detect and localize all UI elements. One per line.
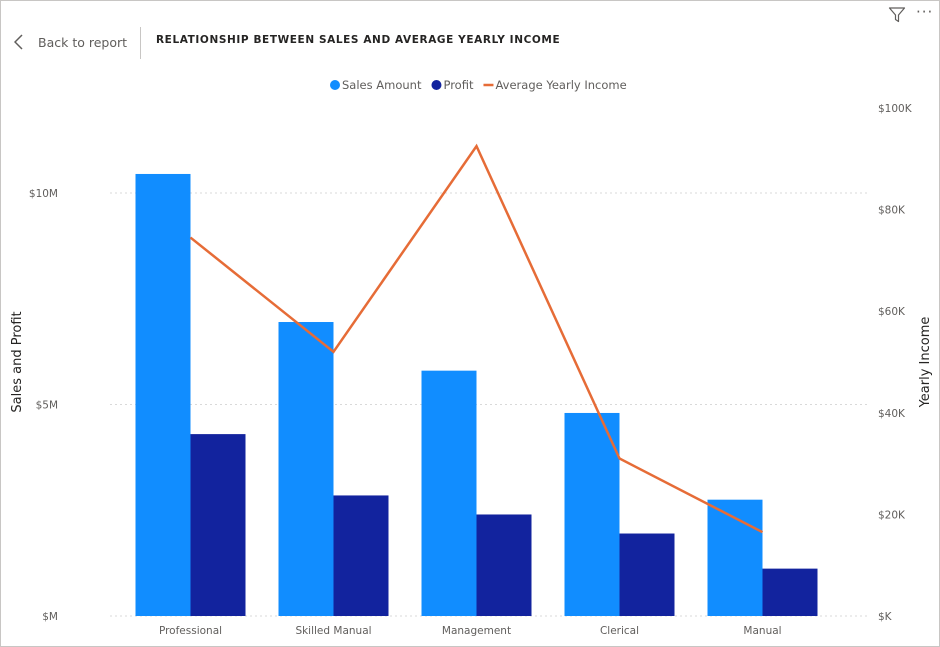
bar-profit-skilled-manual [333,495,389,616]
y2-tick-label: $100K [878,103,913,115]
x-tick-label: Management [442,625,511,637]
line-average-yearly-income [189,143,764,534]
more-options-icon[interactable]: ··· [916,3,934,21]
y-axis-title: Sales and Profit [10,311,25,412]
legend-marker-sales-amount [330,80,340,90]
y-tick-label: $5M [36,400,58,412]
chart-title: RELATIONSHIP BETWEEN SALES AND AVERAGE Y… [156,34,561,46]
y2-axis-title: Yearly Income [918,317,933,409]
axes: $M $5M $10M $K $20K $40K $60K $80K $100K Sales an… [10,103,933,637]
chevron-left-icon [14,34,24,50]
bar-sales-amount-management [421,370,477,616]
bar-sales-amount-clerical [564,412,620,616]
x-tick-label: Skilled Manual [295,625,371,637]
back-to-report-button[interactable]: Back to report [14,30,127,54]
legend-marker-profit [431,80,442,90]
y-tick-label: $M [42,611,58,623]
bar-profit-clerical [619,533,675,616]
legend-label-sales-amount: Sales Amount [342,78,422,92]
back-to-report-label: Back to report [38,34,128,50]
bar-profit-management [476,514,532,616]
income-line [189,143,764,534]
x-tick-label: Manual [743,625,781,637]
y2-tick-label: $40K [878,408,906,420]
legend: Sales Amount Profit Average Yearly Income [330,78,627,92]
x-tick-label: Clerical [600,625,639,637]
bar-sales-amount-skilled-manual [278,322,334,616]
bar-sales-amount-professional [135,173,191,616]
bar-profit-professional [190,434,246,616]
y2-tick-label: $K [878,611,893,623]
legend-label-average-yearly-income: Average Yearly Income [495,78,626,92]
y2-tick-label: $20K [878,509,906,521]
bar-profit-manual [762,568,818,616]
header-divider [140,27,141,59]
y2-tick-label: $60K [878,306,906,318]
x-tick-label: Professional [159,625,222,637]
legend-label-profit: Profit [443,78,473,92]
y2-tick-label: $80K [878,205,906,217]
y-tick-label: $10M [29,188,58,200]
focus-mode-header: Back to report RELATIONSHIP BETWEEN SALE… [0,0,940,80]
bars [135,173,818,616]
filter-icon[interactable] [888,6,906,28]
